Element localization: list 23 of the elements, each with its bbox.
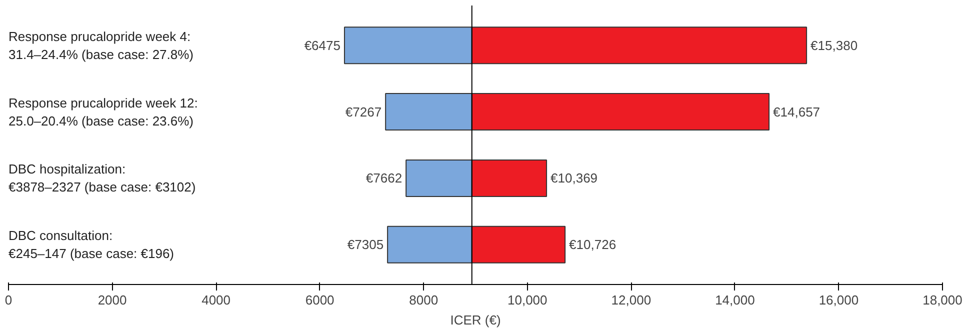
x-axis-title: ICER (€) [450,312,501,328]
x-tick-label: 18,000 [922,292,962,308]
annotation: €6475 [304,38,340,53]
x-tick-label: 4000 [202,292,231,308]
x-tick-label: 12,000 [611,292,652,308]
x-tick-label: 10,000 [508,292,548,308]
annotation: €15,380 [810,38,858,53]
y-tick-label: Response prucalopride week 4: 31.4–24.4% (base case: 27.8%) [8,28,194,62]
y-tick-label: DBC consultation: €245–147 (base case: €196) [8,228,174,262]
x-tick-label: 8000 [409,292,438,308]
annotation: €10,369 [550,170,598,186]
annotation: €7267 [345,104,382,120]
y-tick-label: Response prucalopride week 12: 25.0–20.4% (base case: 23.6%) [8,95,198,128]
x-tick-label: 0 [4,292,12,308]
x-tick-label: 14,000 [715,292,755,308]
x-tick-label: 6000 [305,292,334,308]
x-tick-label: 16,000 [818,292,859,308]
annotation: €10,726 [569,237,616,252]
annotation: €14,657 [773,104,820,120]
annotation: €7662 [366,170,402,186]
y-tick-label: DBC hospitalization: €3878–2327 (base case: €3102) [8,162,196,195]
x-tick-label: 2000 [98,292,127,308]
annotation: €7305 [347,237,384,252]
